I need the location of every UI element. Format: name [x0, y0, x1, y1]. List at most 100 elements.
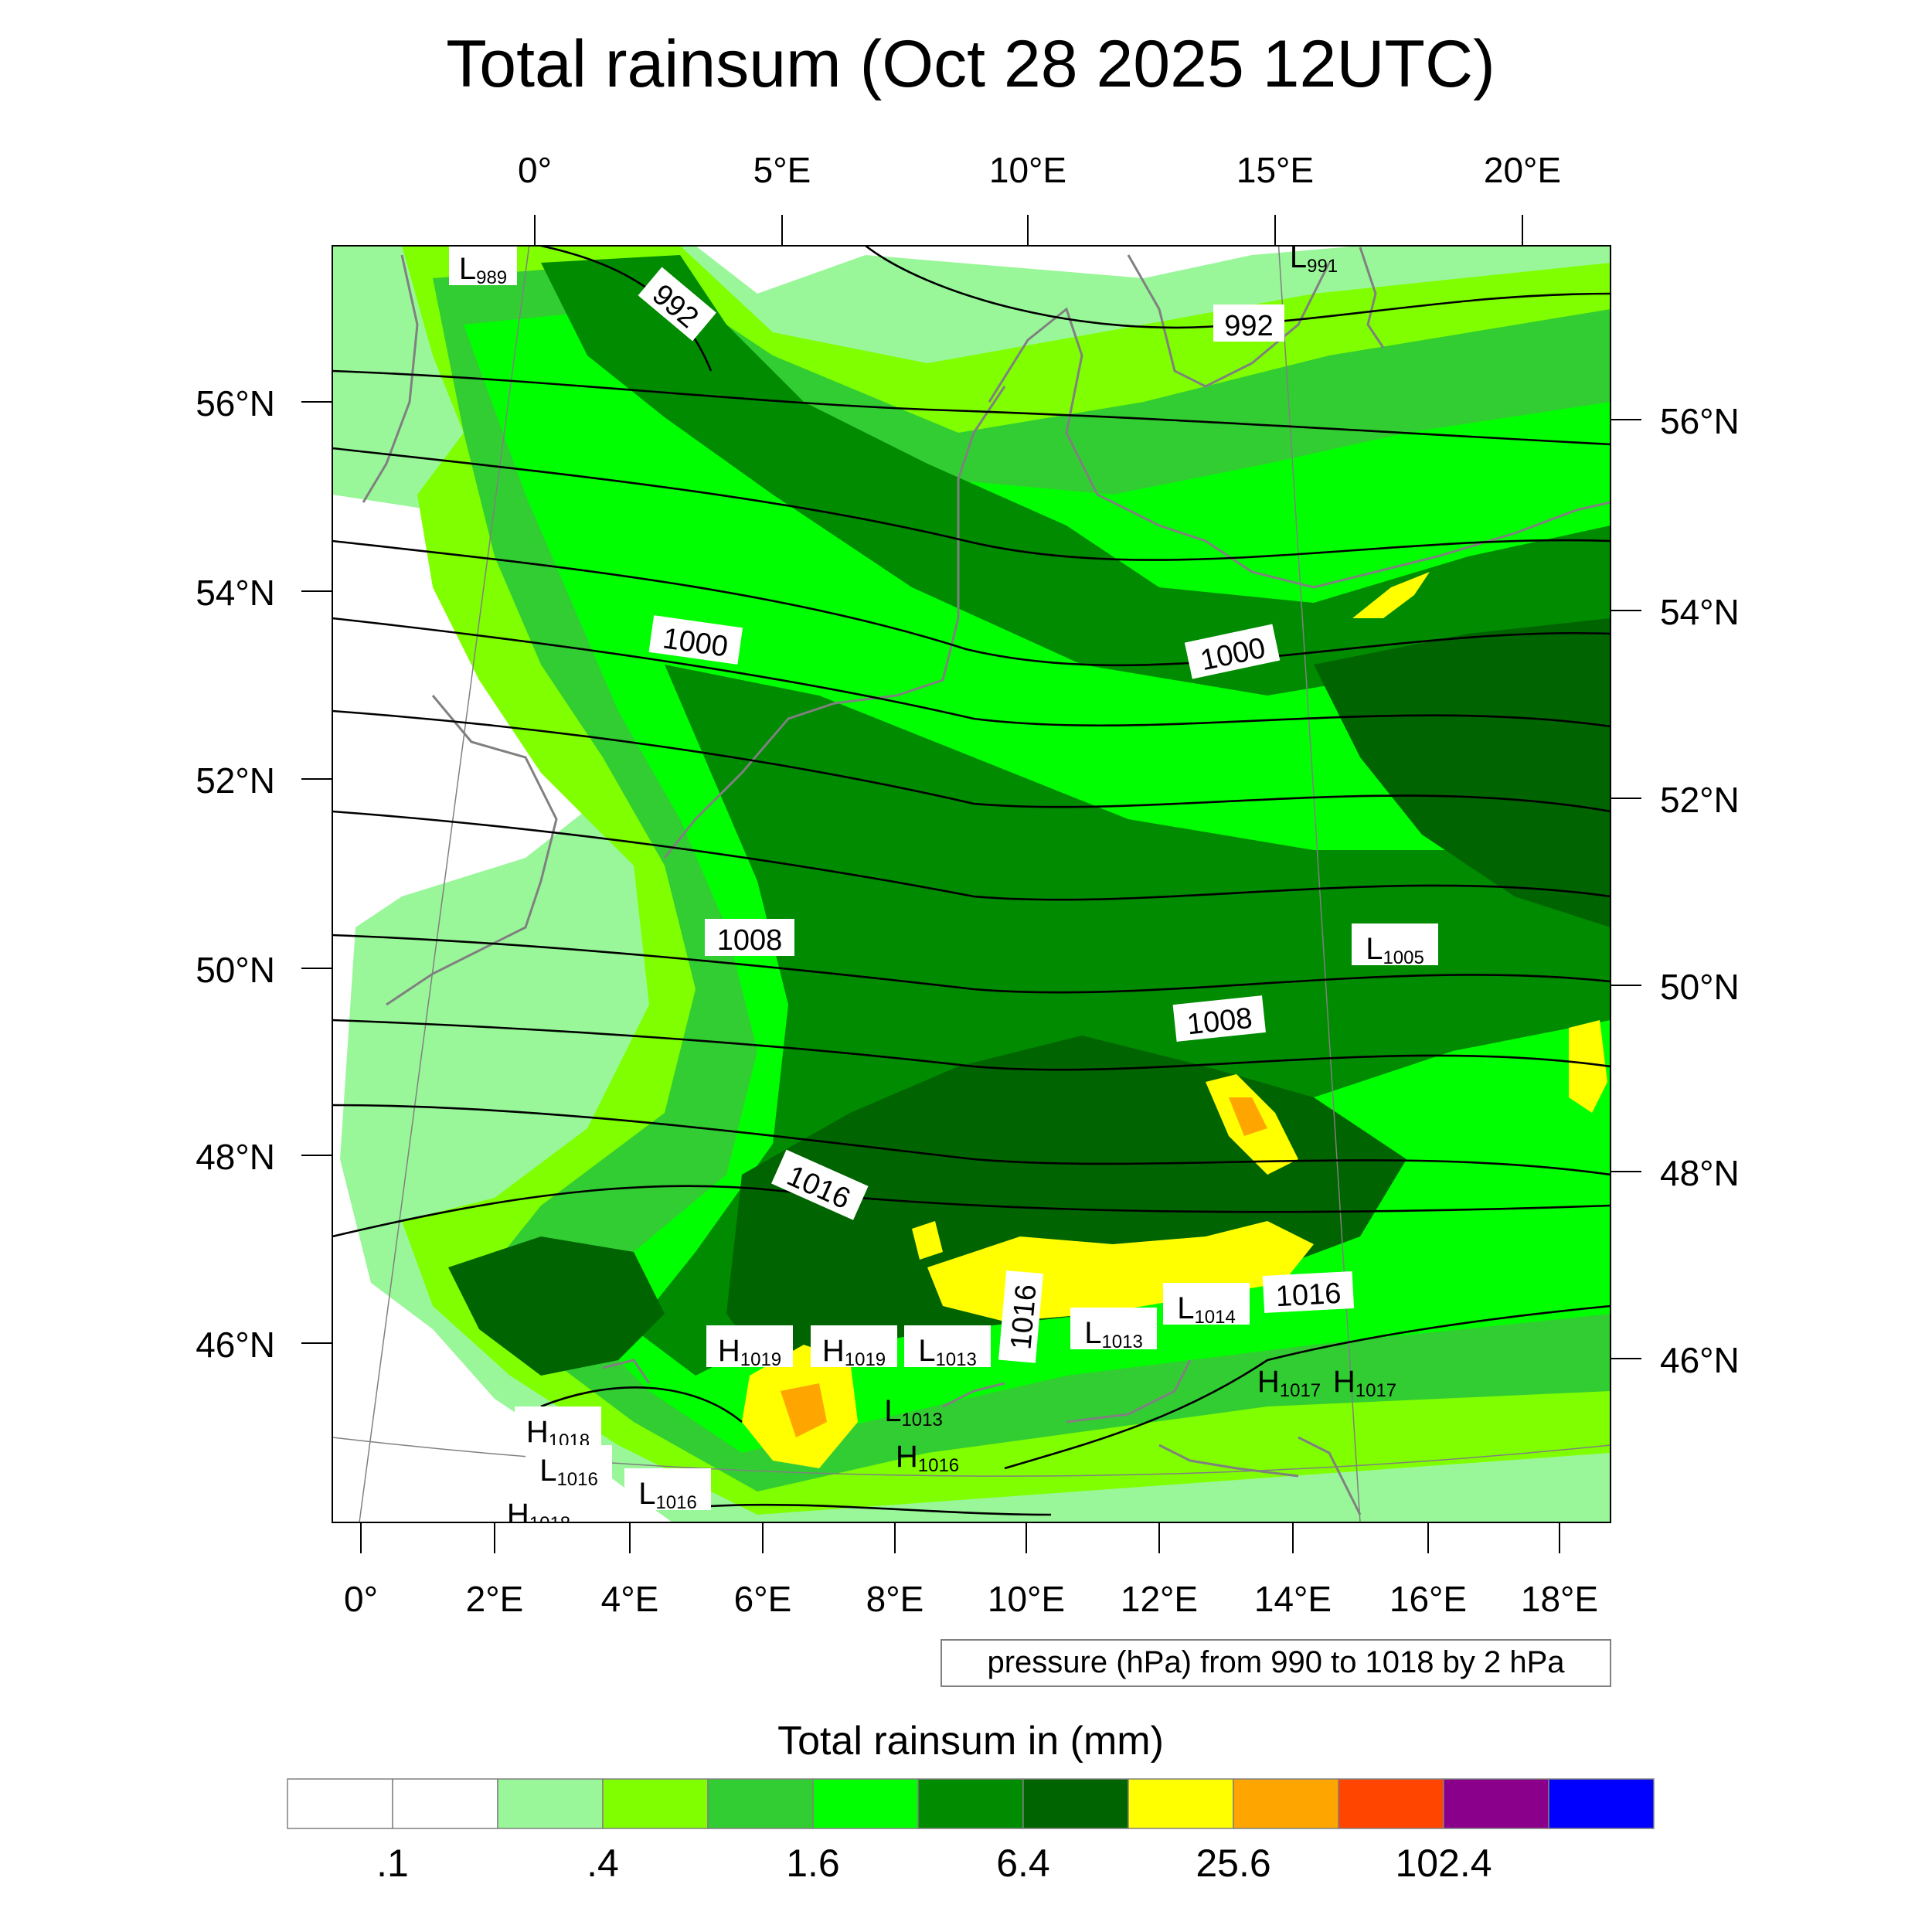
pressure-center: L1005 — [1352, 923, 1438, 968]
colorbar-swatch — [1548, 1778, 1655, 1829]
left-lat-label: 52°N — [196, 760, 275, 801]
top-lon-label: 10°E — [989, 150, 1066, 190]
colorbar-swatch — [1022, 1778, 1129, 1829]
pressure-center: L1016 — [526, 1445, 612, 1490]
right-lat-label: 52°N — [1660, 780, 1740, 820]
colorbar-swatch — [1128, 1778, 1234, 1829]
isobar-label-1016-c: 1016 — [1262, 1271, 1355, 1313]
bottom-lon-labels: 0° 2°E 4°E 6°E 8°E 10°E 12°E 14°E 16°E 1… — [344, 1579, 1598, 1619]
right-lat-label: 50°N — [1660, 967, 1740, 1007]
rain-max-orange-east — [1229, 1097, 1267, 1136]
colorbar-label: .1 — [376, 1842, 409, 1885]
right-lat-label: 54°N — [1660, 592, 1740, 632]
rain-band-dark-green-west — [448, 1236, 665, 1376]
svg-text:1008: 1008 — [1185, 1002, 1253, 1042]
bottom-lon-axis — [360, 1522, 1560, 1553]
svg-text:H1016: H1016 — [896, 1440, 959, 1476]
rain-field — [332, 246, 1611, 1522]
rain-max-yellow-baltic — [1352, 572, 1430, 618]
pressure-center: L1013 — [884, 1394, 943, 1430]
pressure-center: H1019 — [706, 1325, 793, 1370]
left-lat-labels: 56°N 54°N 52°N 50°N 48°N 46°N — [196, 383, 275, 1365]
top-lon-label: 20°E — [1484, 150, 1561, 190]
rain-band-dark-green-east — [1314, 618, 1611, 927]
left-lat-label: 46°N — [196, 1325, 275, 1365]
pressure-center: L1013 — [904, 1325, 991, 1370]
colorbar-swatch — [1338, 1778, 1444, 1829]
bottom-lon-label: 12°E — [1121, 1579, 1198, 1619]
colorbar-swatch — [1233, 1778, 1339, 1829]
svg-text:H1018: H1018 — [507, 1498, 570, 1534]
pressure-info-text: pressure (hPa) from 990 to 1018 by 2 hPa — [987, 1645, 1565, 1679]
colorbar-labels: .1 .4 1.6 6.4 25.6 102.4 — [376, 1842, 1492, 1885]
colorbar-swatch — [707, 1778, 814, 1829]
bottom-lon-label: 0° — [344, 1579, 378, 1619]
pressure-center: H1017 — [1333, 1365, 1396, 1401]
svg-text:L1016: L1016 — [539, 1454, 598, 1490]
top-lon-axis — [534, 215, 1523, 246]
pressure-center: H1019 — [811, 1325, 897, 1370]
colorbar-swatch — [497, 1778, 604, 1829]
isobar-labels: 992 992 1000 1000 1008 1008 — [638, 267, 1355, 1363]
isobar-label-1016-b: 1016 — [998, 1270, 1043, 1363]
svg-text:L1016: L1016 — [638, 1477, 697, 1513]
bottom-lon-label: 14°E — [1254, 1579, 1332, 1619]
colorbar-swatch — [602, 1778, 709, 1829]
colorbar-label: 102.4 — [1395, 1842, 1492, 1885]
top-lon-label: 15°E — [1236, 150, 1314, 190]
colorbar-label: 25.6 — [1196, 1842, 1270, 1885]
svg-text:H1019: H1019 — [822, 1334, 886, 1370]
left-lat-axis — [301, 401, 332, 1344]
svg-text:1008: 1008 — [717, 924, 783, 957]
isobar-label-1008-a: 1008 — [705, 919, 794, 957]
pressure-center: L1016 — [624, 1468, 711, 1513]
bottom-lon-label: 4°E — [601, 1579, 659, 1619]
bottom-lon-label: 10°E — [988, 1579, 1065, 1619]
coastlines — [362, 247, 1611, 1515]
right-lat-label: 46°N — [1660, 1340, 1740, 1380]
svg-text:L1014: L1014 — [1177, 1291, 1236, 1328]
top-lon-label: 0° — [518, 150, 552, 190]
isobar-label-992-b: 992 — [1213, 304, 1284, 342]
top-lon-labels: 0° 5°E 10°E 15°E 20°E — [518, 150, 1561, 190]
right-lat-labels: 56°N 54°N 52°N 50°N 48°N 46°N — [1660, 401, 1740, 1380]
left-lat-label: 56°N — [196, 383, 275, 423]
map-title: Total rainsum (Oct 28 2025 12UTC) — [446, 27, 1495, 101]
pressure-center: H1017 — [1257, 1365, 1321, 1401]
colorbar-swatch — [917, 1778, 1024, 1829]
map-frame — [332, 245, 1611, 1523]
pressure-center: H1018 — [495, 1489, 582, 1534]
svg-text:L1013: L1013 — [918, 1334, 977, 1370]
svg-text:L1005: L1005 — [1366, 932, 1424, 968]
svg-text:1016: 1016 — [1005, 1283, 1043, 1351]
bottom-lon-label: 6°E — [734, 1579, 792, 1619]
svg-text:L991: L991 — [1290, 240, 1338, 277]
colorbar-label: 6.4 — [996, 1842, 1050, 1885]
svg-text:992: 992 — [1224, 310, 1273, 342]
left-lat-label: 48°N — [196, 1137, 275, 1177]
colorbar-label: .4 — [587, 1842, 619, 1885]
right-lat-label: 56°N — [1660, 401, 1740, 441]
map-plot-area: 992 992 1000 1000 1008 1008 — [332, 240, 1611, 1534]
colorbar-swatch — [392, 1778, 498, 1829]
rain-max-yellow-czech — [1569, 1020, 1607, 1113]
bottom-lon-label: 2°E — [466, 1579, 524, 1619]
right-lat-label: 48°N — [1660, 1153, 1740, 1193]
colorbar-swatch — [812, 1778, 919, 1829]
pressure-center: H1016 — [896, 1440, 959, 1476]
bottom-lon-label: 16°E — [1389, 1579, 1467, 1619]
pressure-info-box: pressure (hPa) from 990 to 1018 by 2 hPa — [940, 1639, 1611, 1687]
isobars — [332, 246, 1611, 1516]
top-lon-label: 5°E — [753, 150, 811, 190]
rain-max-orange-south — [781, 1383, 827, 1437]
pressure-center: H1018 — [515, 1406, 601, 1451]
bottom-lon-label: 8°E — [866, 1579, 924, 1619]
left-lat-label: 50°N — [196, 950, 275, 990]
svg-text:1016: 1016 — [1275, 1277, 1342, 1313]
colorbar-swatch — [1443, 1778, 1549, 1829]
pressure-center: L991 — [1290, 240, 1338, 277]
colorbar-title: Total rainsum in (mm) — [777, 1719, 1164, 1764]
right-lat-axis — [1611, 419, 1641, 1359]
svg-text:L1013: L1013 — [884, 1394, 943, 1430]
